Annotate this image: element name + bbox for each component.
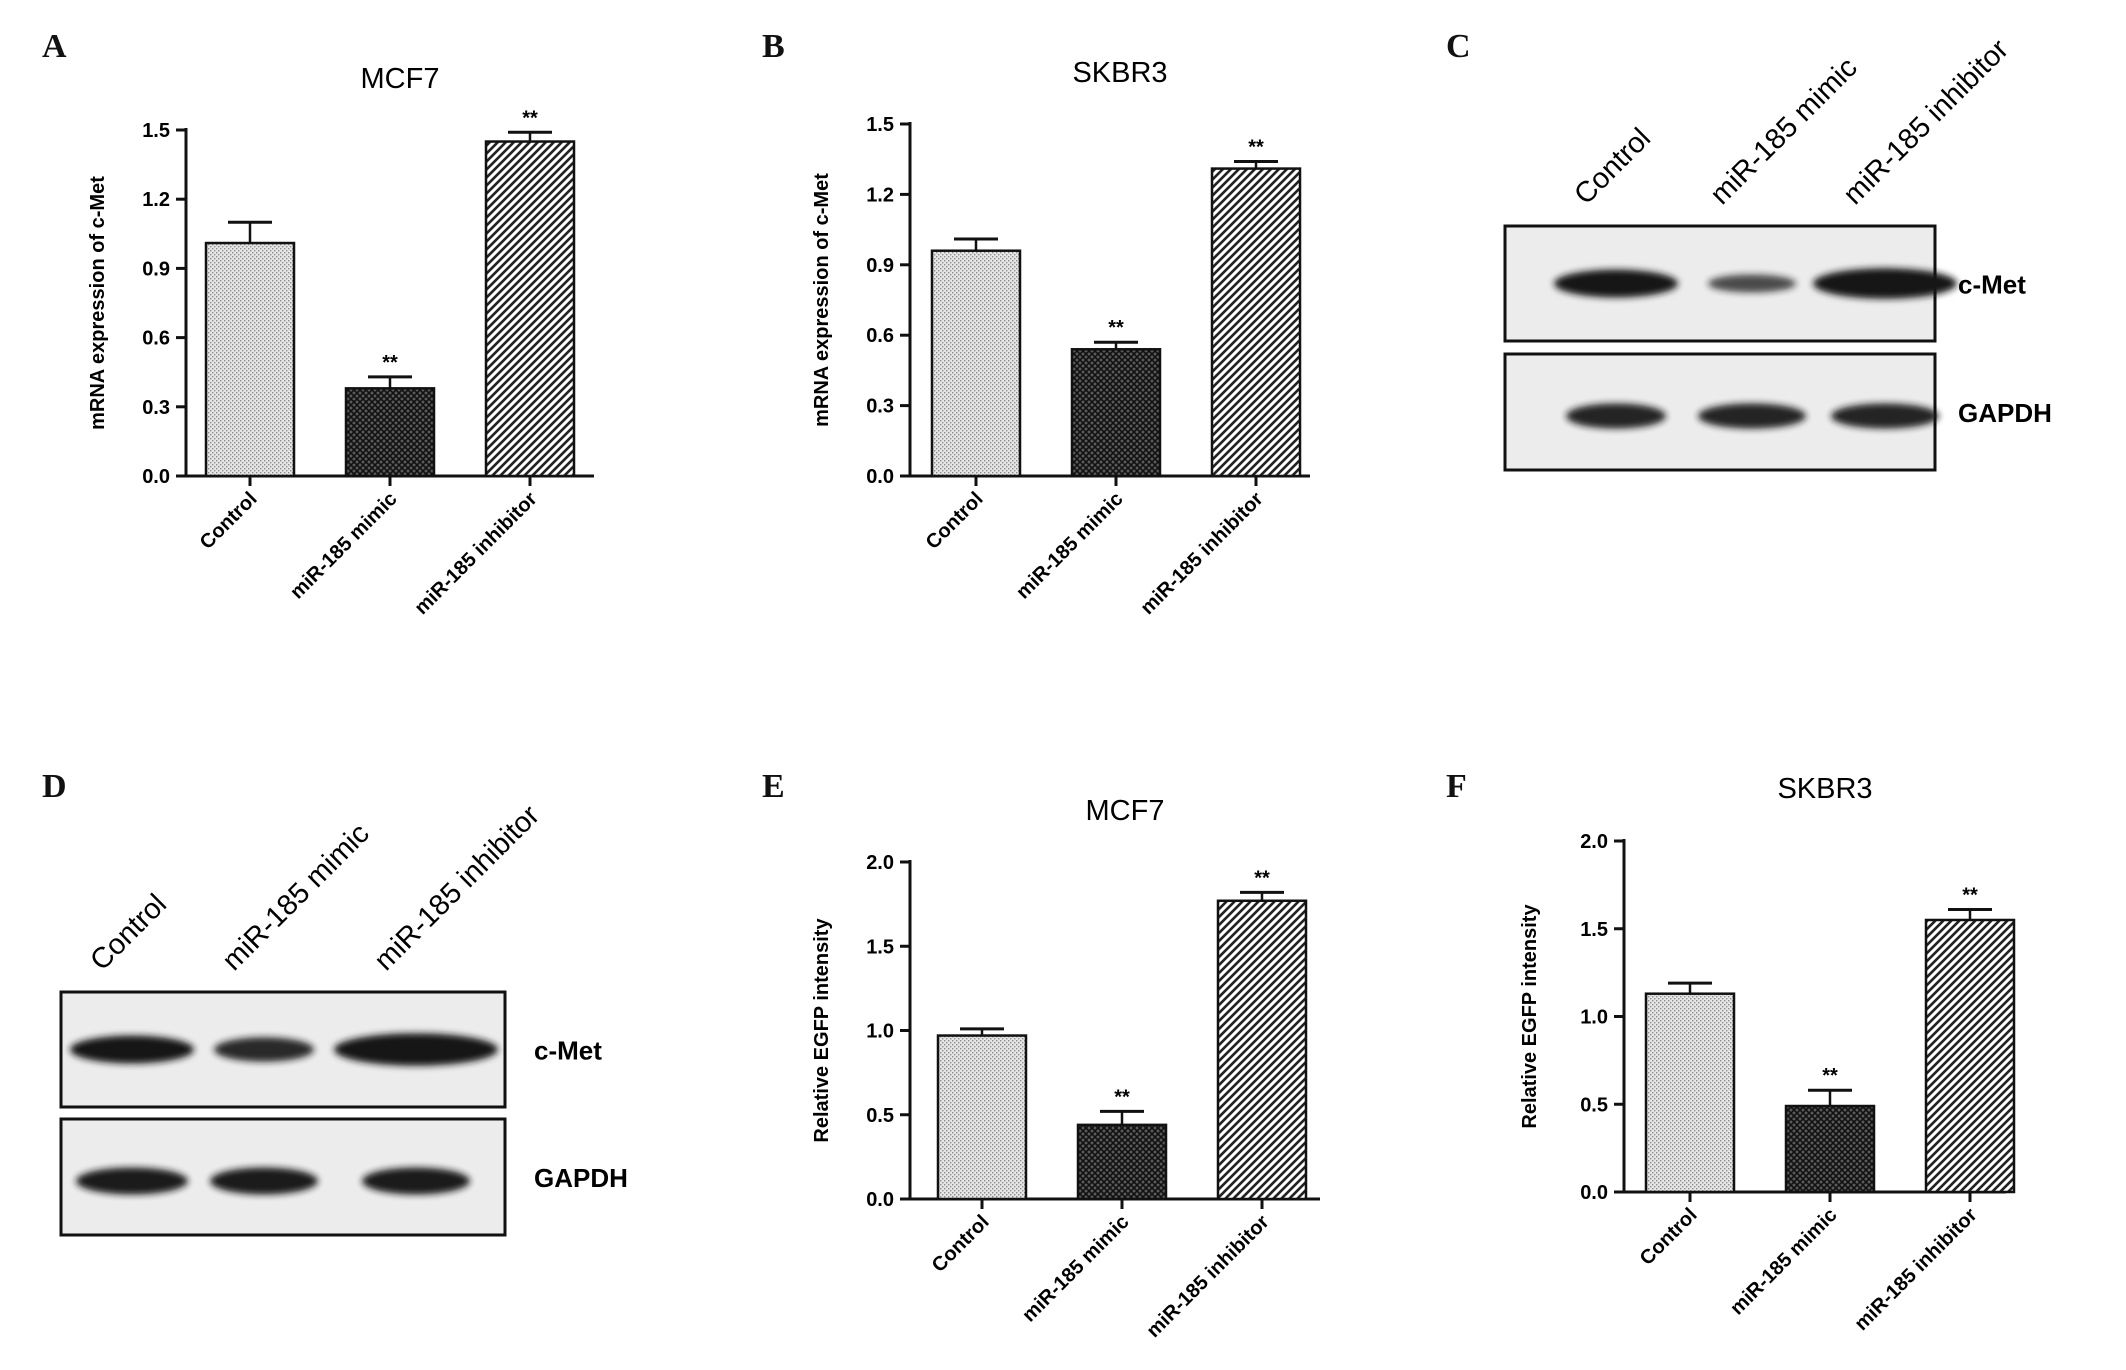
bar-3	[484, 140, 576, 478]
chart-title: SKBR3	[1777, 773, 1872, 805]
blot-row-label: GAPDH	[534, 1163, 628, 1193]
y-tick-label: 0.0	[866, 466, 894, 488]
y-tick-label: 1.2	[866, 184, 894, 206]
significance-marker: **	[1254, 867, 1270, 889]
bar-3	[1210, 167, 1302, 478]
x-category-label: miR-185 inhibitor	[1136, 488, 1267, 619]
x-category-label: miR-185 mimic	[1018, 1211, 1133, 1326]
blot-row-label: c-Met	[1958, 270, 2026, 300]
y-axis-label: mRNA expression of c-Met	[87, 176, 109, 430]
blot-lane-label: Control	[84, 888, 173, 977]
x-category-label: Control	[922, 488, 988, 554]
significance-marker: **	[1248, 137, 1264, 159]
blot-band	[334, 1033, 498, 1066]
bar-2	[344, 387, 436, 478]
panel-letter-e: E	[762, 768, 785, 805]
y-tick-label: 0.6	[142, 328, 170, 350]
x-category-label: miR-185 mimic	[1726, 1204, 1841, 1319]
significance-marker: **	[522, 107, 538, 129]
panel-letter-d: D	[42, 768, 67, 805]
y-axis-label: Relative EGFP intensity	[811, 918, 833, 1143]
x-category-label: Control	[196, 488, 262, 554]
bar-2	[1076, 1123, 1168, 1201]
bar-3	[1924, 918, 2016, 1194]
significance-marker: **	[1114, 1086, 1130, 1108]
blot-lane-label: miR-185 inhibitor	[1837, 33, 2015, 211]
y-tick-label: 2.0	[1580, 831, 1608, 853]
significance-marker: **	[1962, 884, 1978, 906]
blot-lane-label: Control	[1568, 122, 1657, 211]
x-category-label: miR-185 inhibitor	[1142, 1211, 1273, 1342]
y-tick-label: 0.3	[866, 396, 894, 418]
bar-2	[1784, 1104, 1876, 1194]
y-tick-label: 0.0	[1580, 1182, 1608, 1204]
significance-marker: **	[1822, 1065, 1838, 1087]
blot-lane-label: miR-185 inhibitor	[368, 799, 546, 977]
blot-band	[1566, 403, 1666, 429]
x-category-label: miR-185 mimic	[1012, 488, 1127, 603]
x-category-label: miR-185 inhibitor	[1850, 1204, 1981, 1335]
y-axis-label: mRNA expression of c-Met	[811, 173, 833, 427]
significance-marker: **	[1108, 317, 1124, 339]
chart-title: SKBR3	[1072, 57, 1167, 89]
blot-band	[1831, 403, 1939, 429]
blot-band	[1708, 274, 1796, 293]
bar-1	[204, 241, 296, 478]
blot-band	[76, 1167, 188, 1195]
blot-band	[362, 1167, 470, 1195]
y-tick-label: 0.3	[142, 397, 170, 419]
y-tick-label: 0.9	[866, 255, 894, 277]
significance-marker: **	[382, 352, 398, 374]
x-category-label: miR-185 inhibitor	[410, 488, 541, 619]
y-tick-label: 0.0	[142, 466, 170, 488]
y-tick-label: 1.5	[866, 936, 894, 958]
y-axis-label: Relative EGFP intensity	[1519, 904, 1541, 1129]
blot-band	[1554, 269, 1678, 298]
bar-chart-4: SKBR3 Relative EGFP intensity 0.0 0.5 1.0 1.5…	[1519, 773, 2016, 1335]
chart-title: MCF7	[1086, 795, 1165, 827]
y-tick-label: 1.0	[1580, 1007, 1608, 1029]
y-tick-label: 0.5	[1580, 1094, 1608, 1116]
chart-title: MCF7	[361, 63, 440, 95]
y-tick-label: 0.6	[866, 325, 894, 347]
y-tick-label: 1.0	[866, 1021, 894, 1043]
panel-letter-c: C	[1446, 28, 1471, 65]
y-tick-label: 0.5	[866, 1105, 894, 1127]
blot-band	[214, 1037, 314, 1062]
panel-letter-f: F	[1446, 768, 1467, 805]
bar-chart-1: MCF7 mRNA expression of c-Met 0.0 0.3 0.6 0.9…	[87, 63, 594, 619]
x-category-label: miR-185 mimic	[286, 488, 401, 603]
blot-row-label: c-Met	[534, 1036, 602, 1066]
blot-band	[210, 1167, 318, 1195]
y-tick-label: 0.0	[866, 1189, 894, 1211]
y-tick-label: 0.9	[142, 258, 170, 280]
y-tick-label: 1.2	[142, 189, 170, 211]
panel-letter-a: A	[42, 28, 67, 65]
blot-band	[1698, 403, 1806, 429]
blot-band	[70, 1035, 194, 1064]
panel-letter-b: B	[762, 28, 785, 65]
y-tick-label: 2.0	[866, 852, 894, 874]
blot-row-label: GAPDH	[1958, 398, 2052, 428]
y-tick-label: 1.5	[1580, 919, 1608, 941]
x-category-label: Control	[1636, 1204, 1702, 1270]
bar-3	[1216, 899, 1308, 1201]
y-tick-label: 1.5	[142, 120, 170, 142]
bar-1	[936, 1034, 1028, 1201]
bar-chart-3: MCF7 Relative EGFP intensity 0.0 0.5 1.0 1.5 2…	[811, 795, 1320, 1342]
bar-1	[930, 249, 1022, 478]
bar-1	[1644, 992, 1736, 1194]
bar-chart-2: SKBR3 mRNA expression of c-Met 0.0 0.3 0.6 0.…	[811, 57, 1310, 619]
y-tick-label: 1.5	[866, 114, 894, 136]
blot-band	[1813, 268, 1957, 299]
blot-lane-label: miR-185 mimic	[216, 818, 375, 977]
x-category-label: Control	[928, 1211, 994, 1277]
bar-2	[1070, 348, 1162, 478]
